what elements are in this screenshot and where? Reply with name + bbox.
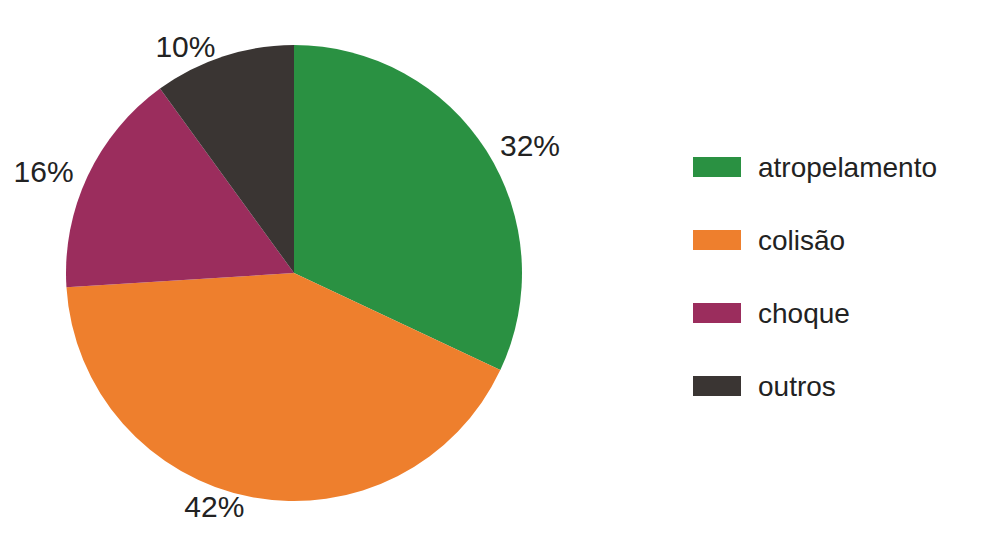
svg-text:32%: 32% <box>500 129 560 162</box>
svg-text:outros: outros <box>758 371 836 402</box>
svg-text:atropelamento: atropelamento <box>758 152 937 183</box>
svg-text:colisão: colisão <box>758 225 845 256</box>
svg-text:42%: 42% <box>184 490 244 523</box>
svg-text:16%: 16% <box>14 155 74 188</box>
svg-text:10%: 10% <box>155 30 215 63</box>
svg-text:choque: choque <box>758 298 850 329</box>
